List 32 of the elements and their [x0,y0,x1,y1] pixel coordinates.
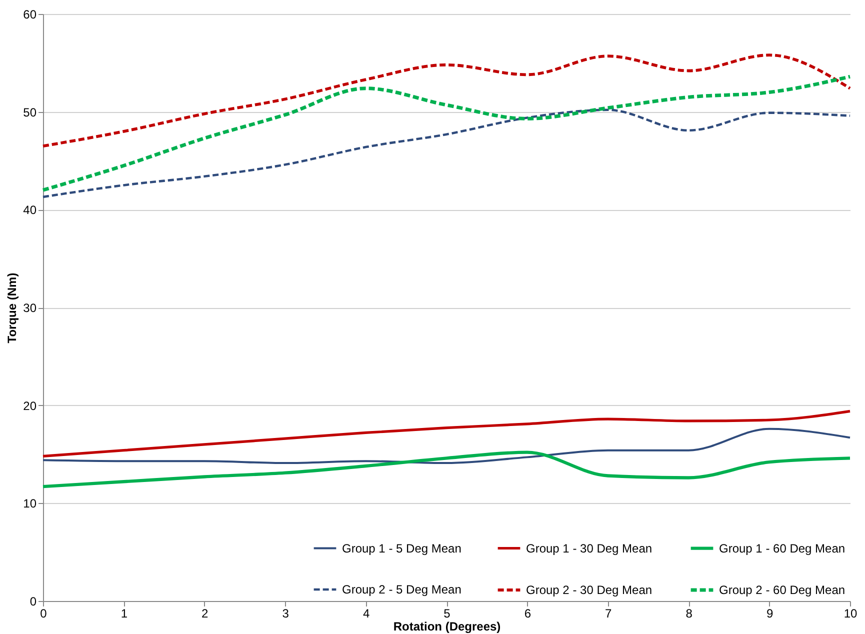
x-tick-label: 4 [362,606,370,620]
line-series [41,450,852,488]
x-tick-label: 10 [844,606,858,620]
x-tick-label: 5 [444,606,451,620]
y-tick-label: 50 [23,105,37,120]
line-series [42,108,852,198]
x-tick-label: 3 [282,606,290,620]
x-tick-label: 8 [686,606,693,620]
y-axis-title: Torque (Nm) [5,272,20,344]
line-series [42,54,852,148]
y-tick-label: 10 [23,496,37,511]
x-tick-label: 7 [605,606,612,620]
x-tick-label: 6 [524,606,532,620]
legend-label: Group 2 - 30 Deg Mean [526,583,652,597]
y-tick-label: 0 [30,594,37,608]
y-tick-label: 60 [23,8,37,22]
y-tick-label: 40 [23,203,37,218]
line-series [42,428,851,464]
line-series [42,410,852,458]
x-tick-label: 0 [40,606,48,620]
legend-label: Group 1 - 5 Deg Mean [342,541,462,556]
legend-label: Group 2 - 5 Deg Mean [342,582,462,596]
x-tick-label: 2 [202,606,209,620]
legend-label: Group 1 - 60 Deg Mean [719,541,846,556]
legend-label: Group 1 - 30 Deg Mean [526,541,652,556]
x-axis-title: Rotation (Degrees) [393,620,501,634]
y-tick-label: 30 [23,301,37,315]
line-series [41,74,852,192]
x-tick-label: 1 [120,606,128,620]
legend-label: Group 2 - 60 Deg Mean [719,583,846,597]
x-tick-label: 9 [766,606,774,620]
y-tick-label: 20 [23,398,37,413]
